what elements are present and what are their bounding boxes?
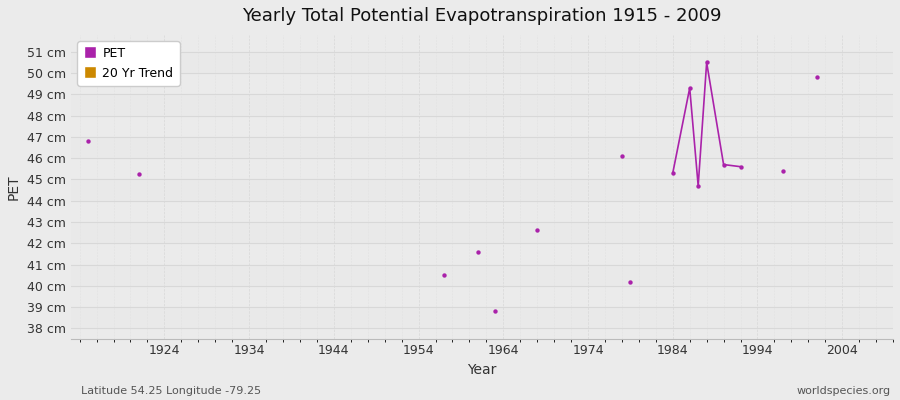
Point (131, 171, 146, 177)
Title: Yearly Total Potential Evapotranspiration 1915 - 2009: Yearly Total Potential Evapotranspiratio… (242, 7, 722, 25)
Bar (71, 94, 893, 116)
Bar (71, 222, 893, 243)
Bar (71, 180, 893, 201)
Point (471, 248, 485, 255)
Point (615, 153, 629, 159)
Bar (71, 137, 893, 158)
Point (810, 74, 824, 80)
Bar (71, 264, 893, 286)
Point (716, 161, 731, 168)
Point (699, 59, 714, 66)
Legend: PET, 20 Yr Trend: PET, 20 Yr Trend (77, 41, 180, 86)
Point (682, 85, 697, 91)
Point (623, 278, 637, 285)
Text: Latitude 54.25 Longitude -79.25: Latitude 54.25 Longitude -79.25 (81, 386, 261, 396)
Point (530, 227, 544, 234)
Point (776, 168, 790, 174)
X-axis label: Year: Year (467, 363, 497, 377)
Y-axis label: PET: PET (7, 174, 21, 200)
Bar (71, 52, 893, 73)
Point (81, 138, 95, 144)
Point (488, 308, 502, 314)
Text: worldspecies.org: worldspecies.org (796, 386, 891, 396)
Bar (71, 307, 893, 328)
Point (436, 272, 451, 278)
Point (734, 164, 748, 170)
Point (666, 170, 680, 176)
Point (691, 183, 706, 189)
